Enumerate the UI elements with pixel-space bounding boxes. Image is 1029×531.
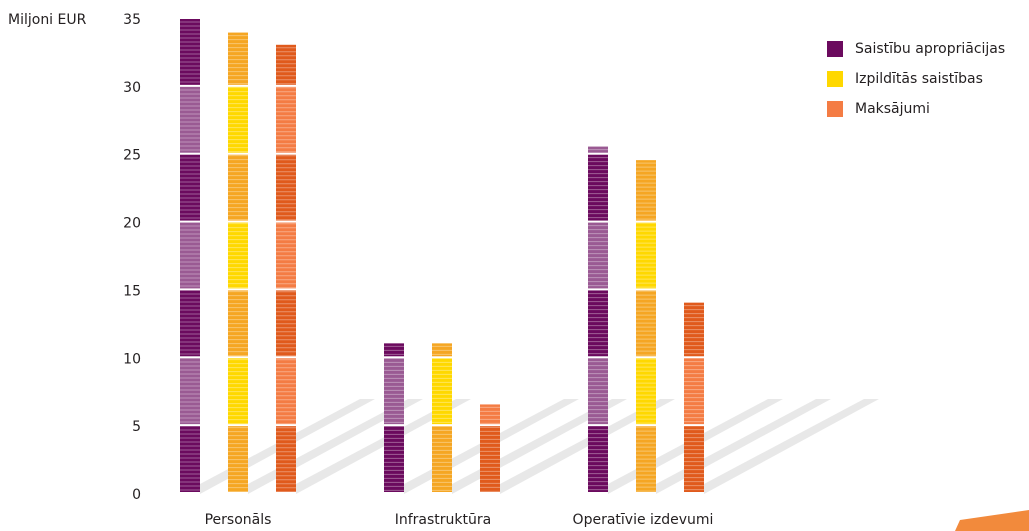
bar-segment [180,426,200,492]
y-tick-label: 15 [123,283,141,299]
bar-segment [636,160,656,221]
bar-shadow [296,399,471,494]
bar-segment [684,426,704,492]
bar-segment [276,426,296,492]
y-axis-label: Miljoni EUR [8,12,87,28]
bar-shadow [704,399,879,494]
y-tick-label: 5 [132,419,141,435]
legend-swatch [827,71,843,87]
y-tick-label: 10 [123,351,141,367]
bar-segment [588,154,608,221]
decor-corner [955,510,1029,531]
legend-item-saistibu-apropriacijas: Saistību apropriācijas [827,34,1005,64]
bar-segment [588,146,608,153]
bar-segment [684,358,704,425]
bar-segment [636,426,656,492]
bar-segment [588,426,608,492]
bar-segment [228,222,248,289]
bar-segment [588,358,608,425]
bar-segment [480,426,500,492]
bar-segment [636,222,656,289]
bar-segment [180,358,200,425]
bar-segment [276,222,296,289]
bar-segment [276,44,296,85]
bar-segment [228,426,248,492]
bar-segment [180,290,200,357]
bar-segment [432,426,452,492]
bar-segment [384,343,404,357]
legend-item-maksajumi: Maksājumi [827,94,1005,124]
bar-segment [228,358,248,425]
x-category-label: Operatīvie izdevumi [573,512,714,528]
legend-label: Maksājumi [855,101,930,117]
x-category-label: Personāls [205,512,272,528]
bar-segment [384,426,404,492]
y-tick-label: 35 [123,12,141,28]
bar-segment [180,86,200,153]
bar-shadow [500,399,675,494]
bar-segment [276,154,296,221]
y-tick-label: 0 [132,487,141,503]
bar-segment [180,154,200,221]
bar-segment [228,32,248,85]
bar-segment [432,343,452,357]
bar-segment [588,222,608,289]
bar-segment [636,358,656,425]
bar-segment [684,302,704,357]
legend-label: Saistību apropriācijas [855,41,1006,57]
bar-segment [276,358,296,425]
y-tick-label: 20 [123,216,141,232]
bar-segment [276,86,296,153]
legend-item-izpilditas-saistibas: Izpildītās saistības [827,64,1005,94]
y-tick-label: 30 [123,80,141,96]
bar-segment [228,290,248,357]
bar-segment [384,358,404,425]
bar-segment [480,404,500,425]
legend-swatch [827,41,843,57]
legend-label: Izpildītās saistības [855,71,983,87]
bar-segment [588,290,608,357]
bar-segment [180,222,200,289]
bar-segment [276,290,296,357]
bar-segment [432,358,452,425]
legend-swatch [827,101,843,117]
bar-segment [228,86,248,153]
bar-segment [228,154,248,221]
x-category-label: Infrastruktūra [395,512,491,528]
bar-segment [636,290,656,357]
bar-segment [180,19,200,85]
y-tick-label: 25 [123,148,141,164]
legend: Saistību apropriācijas Izpildītās saistī… [827,34,1005,124]
